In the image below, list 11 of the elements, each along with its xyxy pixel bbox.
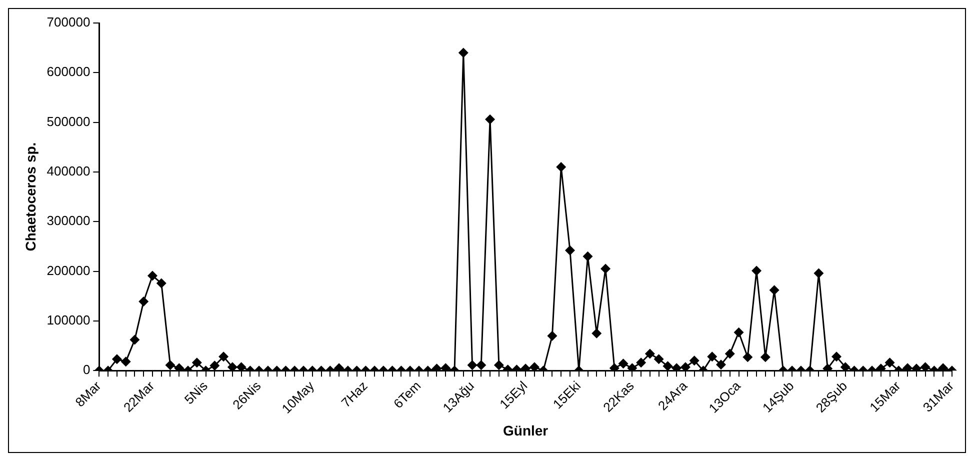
y-tick-label: 0	[82, 362, 90, 378]
y-tick-label: 400000	[46, 164, 90, 179]
y-tick-label: 100000	[46, 312, 90, 328]
x-axis-title: Günler	[503, 422, 549, 438]
x-tick-label: 5Nis	[181, 378, 211, 408]
y-tick-label: 700000	[46, 14, 90, 30]
y-tick-label: 200000	[46, 262, 90, 278]
y-tick-label: 300000	[46, 213, 90, 228]
y-tick-label: 600000	[46, 64, 90, 80]
y-axis-title: Chaetoceros sp.	[22, 142, 38, 252]
y-tick-label: 500000	[46, 114, 90, 129]
